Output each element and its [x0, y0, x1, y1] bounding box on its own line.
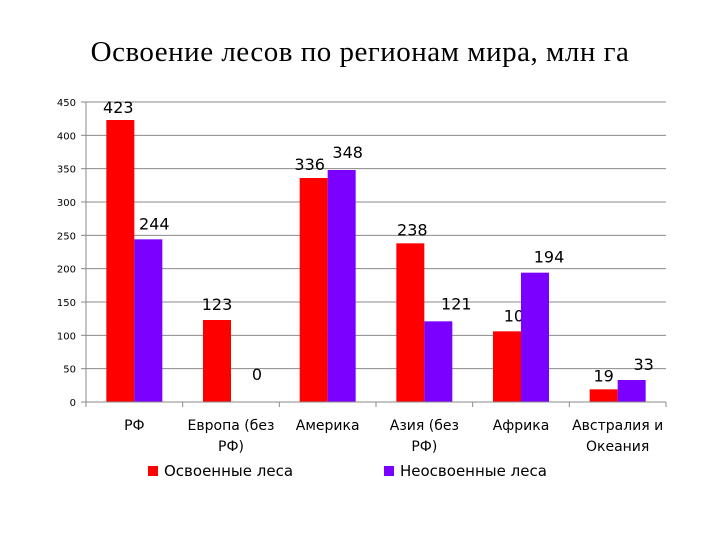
bar-series-0-cat-5: [589, 389, 618, 402]
x-category-label-3-line-0: Азия (без: [390, 418, 459, 434]
y-tick-label-1: 50: [63, 365, 76, 376]
data-label-series-0-cat-1: 123: [202, 295, 233, 314]
x-category-label-3: Азия (без РФ): [390, 418, 459, 455]
x-category-label-1-line-0: Европа (без: [188, 418, 275, 434]
y-tick-label-4: 200: [57, 265, 76, 276]
y-tick-label-9: 450: [57, 98, 76, 109]
data-label-series-1-cat-3: 121: [441, 294, 472, 313]
legend-label-series-1: Неосвоенные леса: [400, 462, 547, 480]
y-tick-label-7: 350: [57, 165, 76, 176]
x-category-label-4: Африка: [493, 418, 550, 434]
bar-series-0-cat-2: [299, 178, 328, 402]
bar-series-1-cat-2: [327, 170, 356, 402]
data-label-series-1-cat-2: 348: [332, 143, 363, 162]
y-tick-label-6: 300: [57, 198, 76, 209]
x-category-label-5-line-0: Австралия и: [572, 418, 663, 434]
y-tick-label-8: 400: [57, 131, 76, 142]
data-label-series-0-cat-5: 19: [593, 366, 613, 385]
bar-series-1-cat-4: [521, 272, 549, 402]
data-label-series-0-cat-2: 336: [294, 155, 325, 174]
bar-series-1-cat-3: [424, 321, 453, 402]
legend-item-series-1: Неосвоенные леса: [384, 462, 547, 480]
y-tick-label-2: 100: [57, 331, 76, 342]
bar-series-0-cat-1: [203, 320, 231, 402]
x-category-label-1-line-1: РФ): [218, 439, 244, 455]
y-tick-label-0: 0: [70, 398, 76, 409]
x-category-label-2: Америка: [296, 418, 360, 434]
bar-series-1-cat-0: [134, 239, 163, 402]
x-category-label-3-line-1: РФ): [411, 439, 437, 455]
data-label-series-1-cat-1: 0: [252, 365, 262, 384]
legend-swatch-series-1: [384, 466, 394, 476]
data-label-series-1-cat-5: 33: [633, 355, 653, 374]
x-category-label-0: РФ: [124, 418, 145, 434]
legend: Освоенные леса Неосвоенные леса: [0, 462, 720, 486]
y-tick-label-3: 150: [57, 298, 76, 309]
data-label-series-0-cat-3: 238: [397, 220, 428, 239]
x-category-label-5: Австралия и Океания: [572, 418, 663, 455]
bar-series-0-cat-3: [396, 243, 425, 402]
data-label-series-1-cat-0: 244: [139, 214, 170, 233]
data-label-series-0-cat-0: 423: [103, 98, 134, 117]
bar-series-1-cat-5: [617, 380, 646, 402]
x-category-label-4-line-0: Африка: [493, 418, 550, 434]
y-tick-label-5: 250: [57, 231, 76, 242]
x-category-label-0-line-0: РФ: [124, 418, 145, 434]
legend-item-series-0: Освоенные леса: [148, 462, 293, 480]
bar-series-0-cat-0: [106, 120, 135, 402]
bar-series-0-cat-4: [493, 331, 521, 402]
chart-title: Освоение лесов по регионам мира, млн га: [90, 36, 630, 68]
x-category-label-5-line-1: Океания: [586, 439, 649, 455]
x-category-label-2-line-0: Америка: [296, 418, 360, 434]
legend-label-series-0: Освоенные леса: [164, 462, 294, 480]
legend-swatch-series-0: [148, 466, 158, 476]
x-category-label-1: Европа (без РФ): [188, 418, 275, 455]
data-label-series-1-cat-4: 194: [534, 248, 565, 267]
